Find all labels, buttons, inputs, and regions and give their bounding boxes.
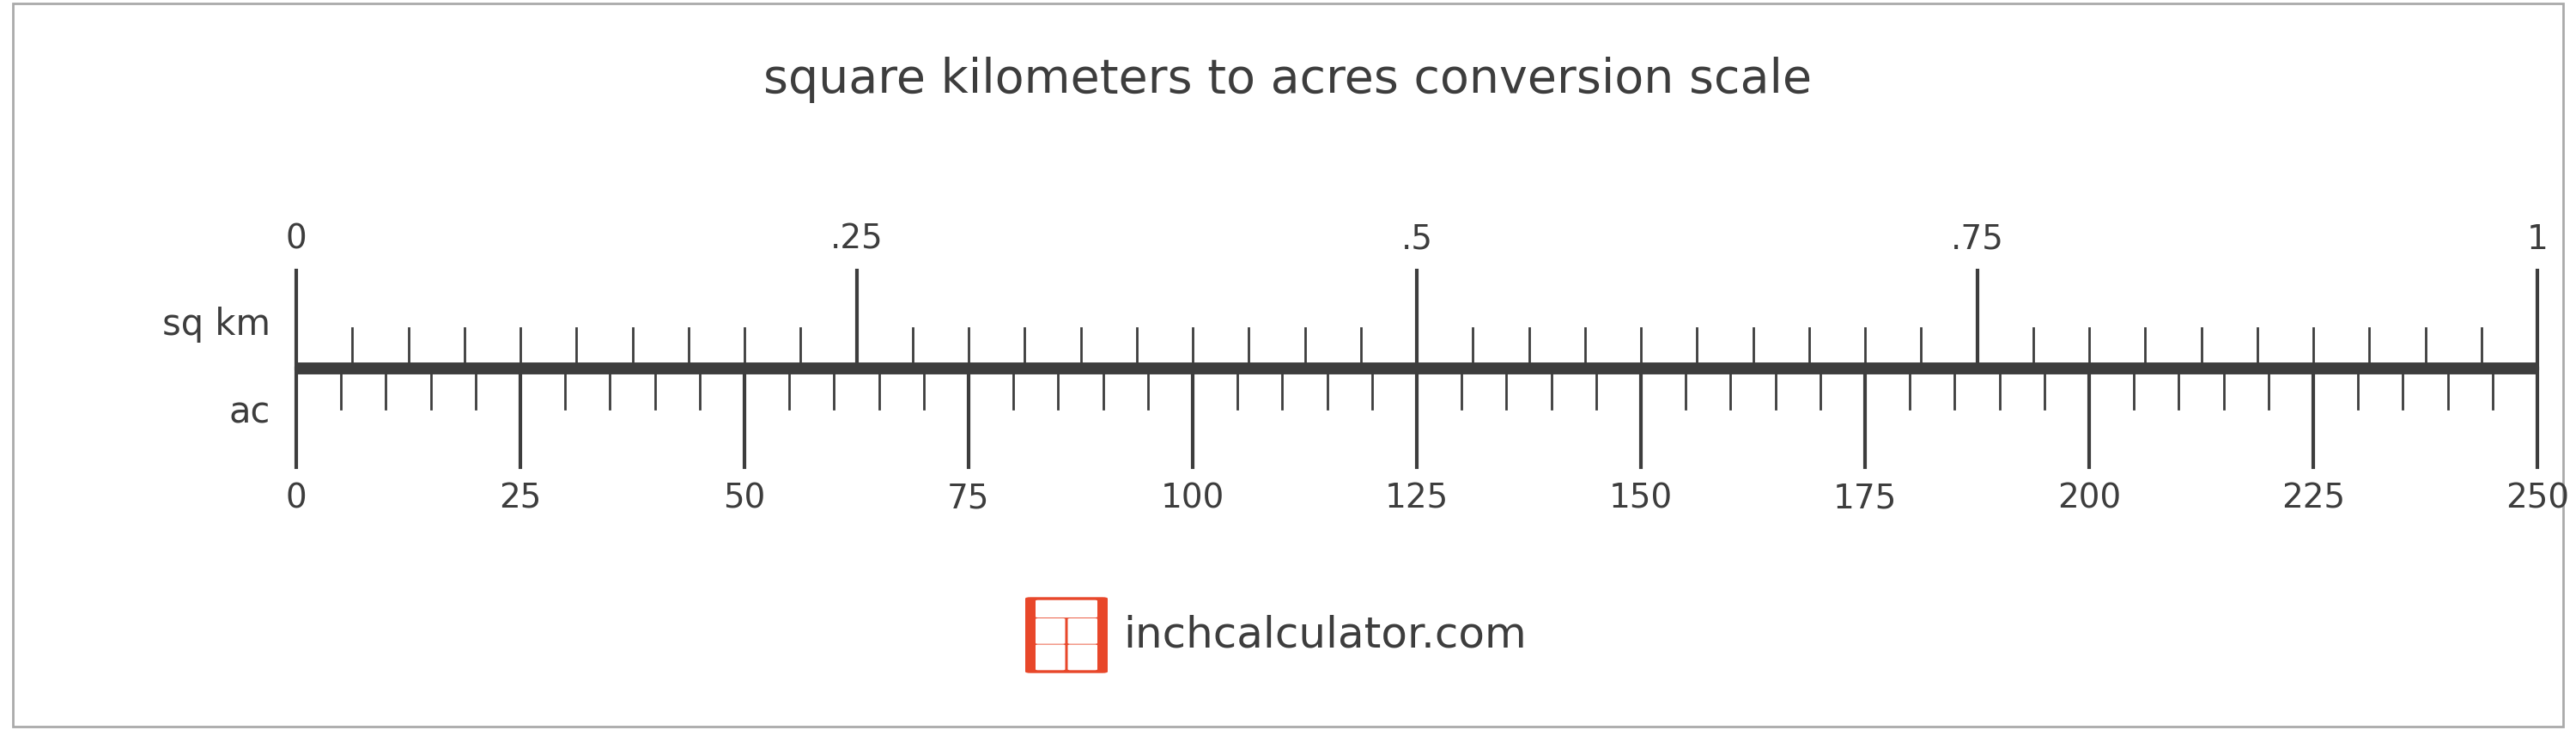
Text: .25: .25 [829,223,884,255]
Text: .75: .75 [1950,223,2004,255]
Text: 0: 0 [286,482,307,515]
Text: 250: 250 [2506,482,2568,515]
Text: 1: 1 [2527,223,2548,255]
Text: 0: 0 [286,223,307,255]
Text: 150: 150 [1610,482,1672,515]
Text: 125: 125 [1386,482,1448,515]
Text: 25: 25 [500,482,541,515]
Text: 100: 100 [1162,482,1224,515]
Text: 225: 225 [2282,482,2344,515]
Text: 75: 75 [948,482,989,515]
Text: inchcalculator.com: inchcalculator.com [1123,615,1528,656]
Text: 175: 175 [1834,482,1896,515]
Text: square kilometers to acres conversion scale: square kilometers to acres conversion sc… [762,57,1814,104]
Text: sq km: sq km [162,307,270,342]
Text: .5: .5 [1401,223,1432,255]
Text: ac: ac [229,395,270,431]
Text: 200: 200 [2058,482,2120,515]
Text: 50: 50 [724,482,765,515]
